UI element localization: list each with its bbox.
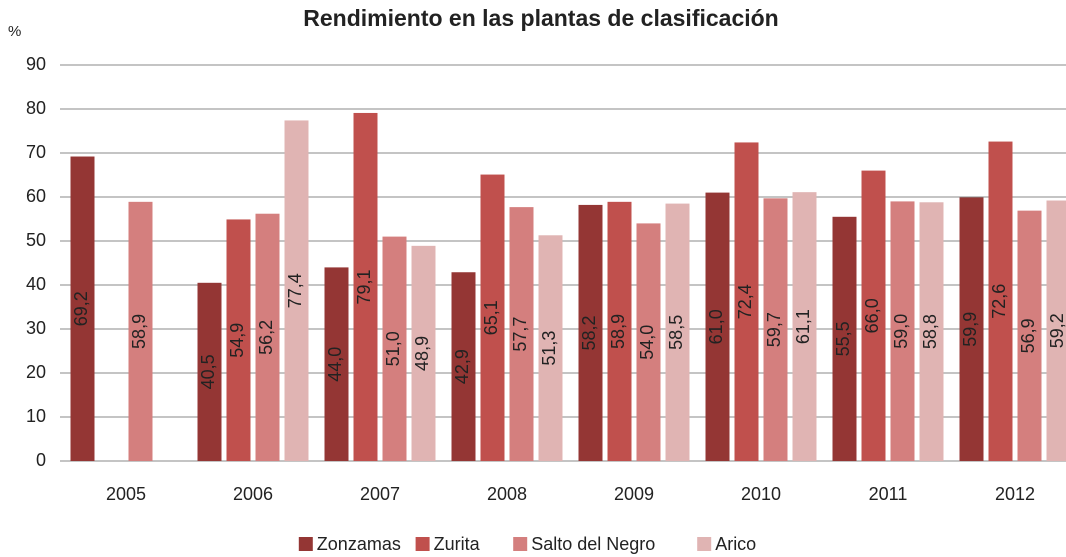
bar xyxy=(959,197,984,461)
data-label: 59,0 xyxy=(891,314,911,349)
bar xyxy=(832,216,857,461)
legend-label: Zonzamas xyxy=(317,534,401,554)
y-tick-label: 10 xyxy=(26,406,46,426)
x-tick-label: 2010 xyxy=(741,484,781,504)
bar xyxy=(411,245,436,461)
bar xyxy=(353,112,378,462)
x-tick-label: 2005 xyxy=(106,484,146,504)
data-label: 51,3 xyxy=(539,331,559,366)
bar xyxy=(890,201,915,461)
bar xyxy=(919,202,944,461)
legend-label: Arico xyxy=(715,534,756,554)
data-label: 66,0 xyxy=(862,298,882,333)
data-label: 40,5 xyxy=(198,354,218,389)
bar xyxy=(792,192,817,461)
x-tick-label: 2012 xyxy=(995,484,1035,504)
bar xyxy=(538,235,563,461)
bar xyxy=(665,203,690,461)
bar xyxy=(451,272,476,461)
x-tick-label: 2008 xyxy=(487,484,527,504)
chart-title: Rendimiento en las plantas de clasificac… xyxy=(303,5,778,31)
legend-swatch xyxy=(298,537,313,551)
data-label: 56,9 xyxy=(1018,318,1038,353)
legend-swatch xyxy=(415,537,430,551)
data-label: 79,1 xyxy=(354,269,374,304)
bar xyxy=(480,174,505,461)
data-label: 59,9 xyxy=(960,312,980,347)
bar xyxy=(861,170,886,461)
bar xyxy=(324,267,349,461)
data-label: 59,2 xyxy=(1047,313,1066,348)
bar xyxy=(988,141,1013,461)
data-label: 65,1 xyxy=(481,300,501,335)
data-label: 58,5 xyxy=(666,315,686,350)
data-label: 58,8 xyxy=(920,314,940,349)
y-axis-label: % xyxy=(8,23,21,40)
bar xyxy=(255,213,280,461)
bar xyxy=(1017,210,1042,461)
bar xyxy=(607,201,632,461)
bar xyxy=(197,282,222,461)
y-tick-label: 60 xyxy=(26,186,46,206)
data-label: 61,0 xyxy=(706,309,726,344)
data-label: 58,2 xyxy=(579,315,599,350)
x-tick-label: 2006 xyxy=(233,484,273,504)
data-label: 51,0 xyxy=(383,331,403,366)
x-tick-label: 2011 xyxy=(869,484,908,504)
data-label: 48,9 xyxy=(412,336,432,371)
data-label: 57,7 xyxy=(510,317,530,352)
y-tick-label: 70 xyxy=(26,142,46,162)
y-tick-label: 80 xyxy=(26,98,46,118)
x-tick-label: 2007 xyxy=(360,484,400,504)
bar xyxy=(705,192,730,461)
data-label: 77,4 xyxy=(285,273,305,308)
bar xyxy=(284,120,309,461)
legend-swatch xyxy=(697,537,712,551)
legend-label: Salto del Negro xyxy=(531,534,655,554)
data-label: 59,7 xyxy=(764,312,784,347)
data-label: 61,1 xyxy=(793,309,813,344)
bar xyxy=(1046,200,1066,461)
y-tick-label: 30 xyxy=(26,318,46,338)
data-label: 58,9 xyxy=(129,314,149,349)
bar xyxy=(763,198,788,461)
bar xyxy=(128,201,153,461)
data-label: 58,9 xyxy=(608,314,628,349)
legend-label: Zurita xyxy=(434,534,481,554)
bar xyxy=(636,223,661,461)
data-label: 42,9 xyxy=(452,349,472,384)
y-tick-label: 20 xyxy=(26,362,46,382)
legend-swatch xyxy=(513,537,528,551)
bar xyxy=(382,236,407,461)
data-label: 72,4 xyxy=(735,284,755,319)
x-tick-label: 2009 xyxy=(614,484,654,504)
data-label: 69,2 xyxy=(71,291,91,326)
bar xyxy=(70,156,95,461)
y-tick-label: 0 xyxy=(36,450,46,470)
y-tick-label: 40 xyxy=(26,274,46,294)
bar xyxy=(734,142,759,461)
bar xyxy=(578,204,603,462)
y-tick-label: 50 xyxy=(26,230,46,250)
data-label: 55,5 xyxy=(833,321,853,356)
bar xyxy=(509,207,534,461)
y-tick-label: 90 xyxy=(26,54,46,74)
data-label: 54,9 xyxy=(227,323,247,358)
data-label: 54,0 xyxy=(637,325,657,360)
bar xyxy=(226,219,251,461)
data-label: 56,2 xyxy=(256,320,276,355)
data-label: 72,6 xyxy=(989,284,1009,319)
data-label: 44,0 xyxy=(325,347,345,382)
